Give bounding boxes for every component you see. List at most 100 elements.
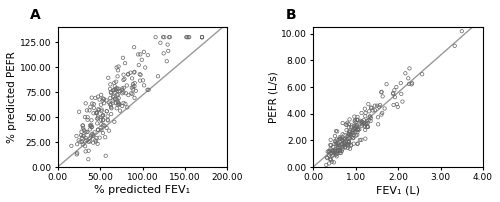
Point <box>98 122 106 126</box>
Point <box>114 97 122 100</box>
Point <box>347 125 355 129</box>
Point <box>406 67 413 70</box>
Point <box>130 85 138 88</box>
Point <box>324 157 332 160</box>
Point <box>99 132 107 135</box>
Point <box>96 98 104 101</box>
Point <box>118 104 126 108</box>
Point <box>95 108 103 112</box>
Point <box>360 121 368 124</box>
Point <box>362 122 370 126</box>
Point <box>101 136 109 139</box>
Point <box>344 134 352 138</box>
Point <box>382 83 390 86</box>
Point <box>326 157 334 161</box>
Point <box>324 150 332 153</box>
Point <box>360 124 368 127</box>
Text: B: B <box>286 7 296 22</box>
Point <box>345 143 353 146</box>
Point <box>332 142 340 145</box>
X-axis label: % predicted FEV₁: % predicted FEV₁ <box>94 185 190 195</box>
Point <box>362 123 370 126</box>
Point <box>102 110 110 113</box>
Point <box>79 143 87 146</box>
Point <box>112 88 120 92</box>
Point <box>120 91 128 94</box>
Point <box>78 124 86 127</box>
Point <box>92 112 100 115</box>
Point <box>336 151 344 154</box>
Point <box>130 70 138 74</box>
Point <box>88 102 96 105</box>
Point <box>334 142 342 145</box>
Point <box>374 116 382 119</box>
Point <box>331 149 339 153</box>
Point <box>350 115 358 118</box>
Point <box>130 46 138 49</box>
Point <box>73 152 81 155</box>
Point <box>348 124 356 127</box>
Point <box>128 92 136 95</box>
Point <box>114 94 122 97</box>
Point <box>76 140 84 143</box>
Point <box>344 144 351 147</box>
Point <box>367 116 375 120</box>
Point <box>364 122 372 125</box>
Point <box>130 88 138 91</box>
Point <box>106 96 114 100</box>
Point <box>376 103 384 107</box>
Point <box>368 106 376 109</box>
Point <box>98 128 106 132</box>
Point <box>351 126 359 130</box>
Point <box>90 131 98 134</box>
Point <box>350 142 358 145</box>
Point <box>346 137 354 140</box>
Point <box>361 128 369 132</box>
Point <box>94 95 102 98</box>
Point <box>120 73 128 76</box>
Point <box>344 121 351 124</box>
Point <box>354 130 362 134</box>
Point <box>89 141 97 144</box>
Point <box>85 140 93 144</box>
Point <box>152 36 160 39</box>
Point <box>373 104 381 107</box>
Point <box>351 118 359 122</box>
Point <box>358 120 366 124</box>
Point <box>198 36 206 39</box>
Point <box>102 126 110 129</box>
Point <box>350 127 358 130</box>
Point <box>353 118 361 121</box>
Point <box>110 91 118 94</box>
Point <box>109 101 117 104</box>
Point <box>346 129 354 132</box>
Point <box>88 125 96 128</box>
Point <box>325 162 333 165</box>
Point <box>342 123 350 126</box>
Point <box>165 36 173 39</box>
Point <box>86 124 94 127</box>
Point <box>358 123 366 126</box>
Point <box>342 142 350 145</box>
Point <box>100 124 108 127</box>
Point <box>405 82 413 85</box>
Point <box>332 152 340 155</box>
Point <box>369 109 377 112</box>
Point <box>83 109 91 112</box>
Point <box>345 141 353 144</box>
Point <box>326 143 334 146</box>
Point <box>134 53 142 56</box>
Point <box>183 36 191 39</box>
Point <box>408 82 416 85</box>
Point <box>115 102 123 105</box>
Point <box>82 150 90 153</box>
Point <box>164 49 172 53</box>
Point <box>160 52 168 55</box>
Point <box>124 73 132 76</box>
Point <box>338 142 346 146</box>
Point <box>361 107 369 110</box>
Point <box>338 121 346 125</box>
Point <box>73 143 81 146</box>
Point <box>94 128 102 131</box>
Point <box>109 95 117 99</box>
